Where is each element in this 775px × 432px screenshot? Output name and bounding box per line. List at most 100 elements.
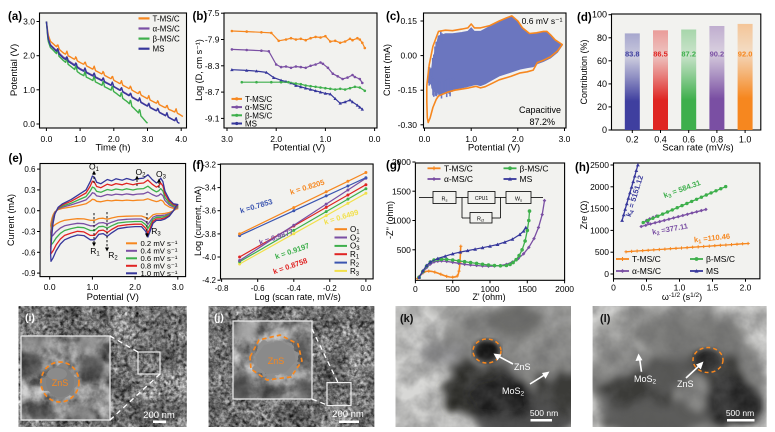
svg-text:ZnS: ZnS [268, 356, 285, 366]
svg-text:Time (h): Time (h) [95, 143, 130, 154]
svg-text:-0.9: -0.9 [22, 269, 36, 278]
svg-text:(i): (i) [25, 312, 35, 324]
svg-text:87.2%: 87.2% [529, 117, 555, 127]
svg-text:1.0: 1.0 [319, 134, 331, 144]
svg-text:0: 0 [413, 284, 418, 294]
svg-text:-3.2: -3.2 [202, 160, 216, 169]
svg-text:Contribution (%): Contribution (%) [579, 39, 589, 104]
svg-text:20: 20 [597, 102, 607, 112]
svg-text:β-MS/C: β-MS/C [245, 111, 272, 120]
svg-text:-9.1: -9.1 [205, 113, 220, 123]
svg-text:2000: 2000 [555, 284, 574, 294]
svg-text:(l): (l) [600, 313, 611, 325]
svg-text:α-MS/C: α-MS/C [245, 103, 273, 112]
svg-text:87.2: 87.2 [681, 50, 696, 59]
svg-text:500: 500 [446, 284, 460, 294]
svg-text:Zre (Ω): Zre (Ω) [579, 201, 589, 230]
svg-text:0.00: 0.00 [400, 51, 417, 61]
svg-text:0.0: 0.0 [419, 134, 431, 144]
svg-text:Potential (V): Potential (V) [273, 143, 325, 154]
svg-text:92.0: 92.0 [738, 50, 753, 59]
svg-text:Potential (V): Potential (V) [9, 44, 20, 96]
svg-text:-7.5: -7.5 [205, 8, 220, 18]
svg-text:MS: MS [706, 266, 719, 276]
svg-text:T-MS/C: T-MS/C [153, 14, 180, 23]
svg-text:R1: R1 [350, 250, 360, 261]
svg-text:2.0: 2.0 [23, 51, 35, 61]
svg-text:O2: O2 [350, 233, 360, 244]
svg-text:-0.4: -0.4 [287, 284, 301, 293]
svg-text:-0.3: -0.3 [22, 227, 36, 236]
svg-text:80: 80 [597, 33, 607, 43]
svg-text:R3: R3 [151, 226, 161, 238]
svg-text:0: 0 [602, 125, 607, 135]
svg-text:0.0: 0.0 [360, 284, 372, 293]
svg-text:500: 500 [397, 245, 411, 255]
svg-text:O1: O1 [350, 225, 360, 236]
svg-text:-3.4: -3.4 [202, 184, 216, 193]
svg-text:1.0: 1.0 [86, 282, 98, 292]
svg-text:1.0: 1.0 [674, 282, 686, 292]
svg-text:2000: 2000 [392, 157, 411, 167]
svg-text:(f): (f) [193, 160, 205, 172]
svg-text:ZnS: ZnS [677, 379, 694, 389]
svg-text:O3: O3 [350, 242, 360, 253]
svg-text:Current (mA): Current (mA) [382, 44, 392, 96]
svg-text:(k): (k) [400, 313, 414, 325]
svg-text:-3.8: -3.8 [202, 230, 216, 239]
svg-text:1000: 1000 [392, 216, 411, 226]
svg-text:90.2: 90.2 [710, 50, 725, 59]
svg-text:O3: O3 [156, 169, 167, 181]
svg-text:0.0: 0.0 [369, 134, 381, 144]
svg-text:3.0: 3.0 [142, 134, 154, 144]
svg-text:1.0: 1.0 [23, 85, 35, 95]
svg-text:2.0: 2.0 [740, 282, 752, 292]
svg-text:0.3: 0.3 [24, 186, 36, 195]
svg-text:86.5: 86.5 [653, 50, 668, 59]
svg-text:4.0: 4.0 [175, 134, 187, 144]
svg-text:Log (scan rate, mV/s): Log (scan rate, mV/s) [255, 292, 341, 302]
svg-text:500 nm: 500 nm [530, 408, 558, 418]
svg-text:0.0: 0.0 [40, 134, 52, 144]
svg-text:Scan rate (mV/s): Scan rate (mV/s) [662, 143, 733, 154]
svg-text:-0.15: -0.15 [398, 85, 418, 95]
svg-text:3.0: 3.0 [221, 134, 233, 144]
svg-text:(g): (g) [386, 160, 401, 172]
svg-text:60: 60 [597, 56, 607, 66]
svg-text:1.5: 1.5 [707, 282, 719, 292]
svg-text:(a): (a) [8, 11, 22, 23]
svg-text:0.6 mV s⁻¹: 0.6 mV s⁻¹ [522, 16, 563, 26]
svg-text:0: 0 [604, 269, 609, 279]
svg-text:0.4 mV s⁻¹: 0.4 mV s⁻¹ [141, 246, 178, 255]
svg-text:0.15: 0.15 [400, 16, 417, 26]
svg-text:-0.6: -0.6 [251, 284, 265, 293]
svg-text:α-MS/C: α-MS/C [153, 25, 181, 34]
svg-text:-0.6: -0.6 [22, 248, 36, 257]
svg-text:ZnS: ZnS [52, 378, 69, 388]
svg-text:Log (current, mA): Log (current, mA) [193, 186, 203, 256]
svg-text:(b): (b) [193, 11, 208, 23]
svg-text:83.8: 83.8 [625, 50, 640, 59]
svg-text:-0.8: -0.8 [215, 284, 229, 293]
svg-text:0.0: 0.0 [24, 207, 36, 216]
svg-text:2500: 2500 [590, 160, 609, 170]
svg-text:1500: 1500 [518, 284, 537, 294]
svg-text:2.0: 2.0 [108, 134, 120, 144]
svg-text:-4.2: -4.2 [202, 276, 216, 285]
svg-text:1500: 1500 [590, 204, 609, 214]
svg-text:500 nm: 500 nm [726, 408, 754, 418]
svg-text:500: 500 [595, 247, 609, 257]
svg-text:-7.9: -7.9 [205, 35, 220, 45]
svg-text:2.0: 2.0 [129, 282, 141, 292]
svg-text:0.8: 0.8 [711, 135, 724, 145]
svg-text:2.0: 2.0 [270, 134, 282, 144]
svg-text:Capacitive: Capacitive [519, 105, 561, 115]
svg-text:β-MS/C: β-MS/C [153, 35, 180, 44]
svg-text:Ws: Ws [515, 197, 522, 203]
svg-text:R1: R1 [90, 246, 100, 258]
svg-text:3.0: 3.0 [23, 16, 35, 26]
svg-text:0.0: 0.0 [44, 282, 56, 292]
svg-text:0.4: 0.4 [654, 135, 667, 145]
svg-text:0.8 mV s⁻¹: 0.8 mV s⁻¹ [141, 261, 178, 270]
svg-text:MS: MS [153, 45, 165, 54]
